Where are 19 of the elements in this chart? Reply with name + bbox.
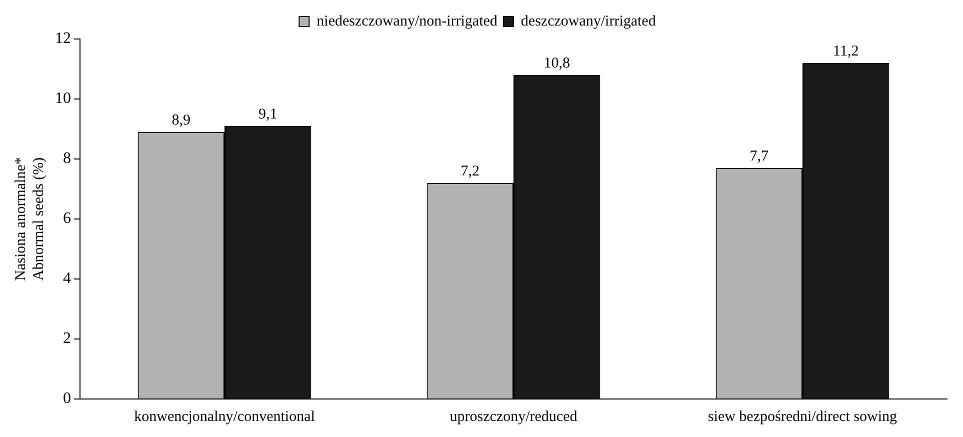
y-tick-label: 0 — [63, 390, 71, 408]
data-label: 9,1 — [258, 106, 278, 122]
x-tick-label: uproszczony/reduced — [450, 408, 578, 425]
y-tick-label: 12 — [55, 30, 71, 48]
x-tick-label: konwencjonalny/conventional — [134, 408, 315, 425]
y-tick-label: 2 — [63, 330, 71, 348]
data-label: 8,9 — [172, 112, 191, 128]
y-tick-label: 10 — [55, 90, 71, 108]
y-axis-title: Nasiona anormalne* Abnormal seeds (%) — [12, 157, 47, 281]
data-label: 7,2 — [460, 163, 480, 180]
legend-label: niedeszczowany/non-irrigated — [316, 13, 498, 30]
data-label: 11,2 — [833, 43, 859, 60]
data-label: 10,8 — [544, 55, 570, 72]
y-tick-label: 4 — [63, 270, 71, 288]
x-tick-label: siew bezpośredni/direct sowing — [708, 408, 898, 425]
legend-label: deszczowany/irrigated — [520, 13, 656, 30]
y-tick-label: 8 — [63, 150, 71, 168]
data-label: 7,7 — [750, 148, 770, 164]
y-tick-label: 6 — [63, 210, 71, 228]
